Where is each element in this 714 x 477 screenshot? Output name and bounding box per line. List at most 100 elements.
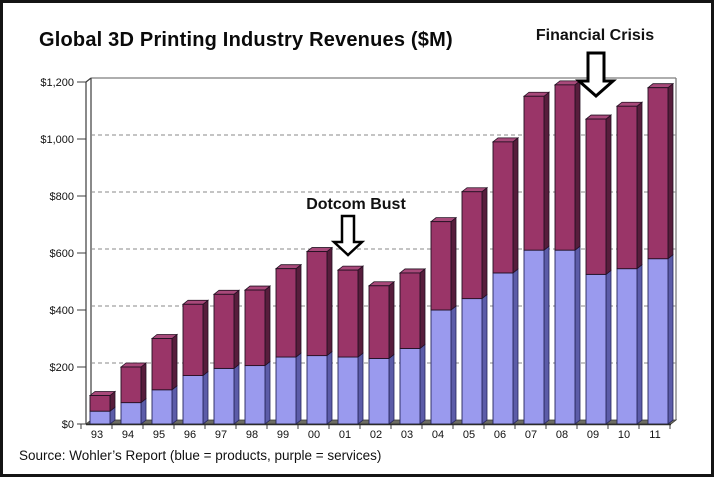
bar-05-services [461,191,483,300]
bar-05-products [461,298,483,425]
bar-99-services-top [274,264,303,270]
bar-97-services-side [233,289,240,370]
bar-99-services [275,268,297,358]
bar-00-services-top [305,247,334,252]
bar-11-services-top [646,83,675,89]
bar-11-products [647,258,669,425]
bar-05-products-side [481,293,488,425]
bar-06-products [492,272,514,425]
bar-03-products-side [419,343,426,425]
x-axis-label: 98 [246,429,258,441]
bar-93-services-top [88,391,117,396]
x-axis-label: 95 [153,429,165,441]
bar-98-services-top [243,285,272,291]
bar-02-services-side [388,280,395,360]
bar-03-products [399,348,421,425]
bar-09-products [585,273,607,425]
bar-98-products-side [264,360,271,425]
bar-95-services-top [150,334,179,339]
bar-10-products-side [636,263,643,425]
bar-94-services [120,366,142,404]
bar-98-services [244,289,266,367]
bar-09-services [585,118,607,275]
down-arrow-icon [330,214,366,257]
chart-title: Global 3D Printing Industry Revenues ($M… [39,29,453,51]
bar-93-services [89,395,111,412]
bar-04-services-top [429,217,458,223]
bar-01-products [337,356,359,425]
bar-03-services-side [419,268,426,350]
bar-06-services-top [491,137,520,143]
bar-95-products-side [171,384,178,425]
bar-94-services-side [140,362,147,404]
bar-11-services-side [667,82,674,260]
bar-11-products-side [667,253,674,425]
annotation-dotcom-bust: Dotcom Bust [306,196,406,213]
bar-97-products-side [233,363,240,425]
bar-93-products [89,410,111,425]
bar-08-products-side [574,245,581,425]
y-axis-label: $400 [50,305,74,317]
x-axis-label: 00 [308,429,320,441]
y-axis-label: $1,000 [40,134,74,146]
bar-00-services [306,251,328,357]
x-axis-label: 06 [494,429,506,441]
bar-95-products [151,389,173,425]
bar-11-services [647,87,669,260]
bar-95-services [151,338,173,391]
bar-96-services-side [202,299,209,377]
y-axis-label: $200 [50,362,74,374]
bar-06-products-side [512,268,519,425]
y-axis-label: $600 [50,248,74,260]
x-axis-label: 04 [432,429,444,441]
bar-10-services-side [636,101,643,270]
bar-10-products [616,268,638,425]
bar-08-services-side [574,80,581,251]
x-axis-label: 07 [525,429,537,441]
bar-00-products [306,355,328,425]
x-axis-label: 99 [277,429,289,441]
x-axis-label: 93 [91,429,103,441]
y-axis-label: $1,200 [40,77,74,89]
bar-96-services-top [181,299,210,305]
bar-01-services-top [336,265,365,271]
bar-02-services [368,285,390,359]
y-axis-label: $0 [62,419,74,431]
bar-02-services-top [367,281,396,287]
bar-98-products [244,365,266,425]
x-axis-label: 97 [215,429,227,441]
bar-99-products [275,356,297,425]
bar-07-products-side [543,245,550,425]
bar-09-products-side [605,269,612,425]
x-axis-label: 03 [401,429,413,441]
x-axis-label: 05 [463,429,475,441]
bar-10-services [616,105,638,270]
down-arrow-icon [575,51,617,99]
bar-04-services [430,221,452,311]
bar-96-products-side [202,370,209,425]
bar-05-services-side [481,186,488,300]
annotation-financial-crisis: Financial Crisis [535,27,655,44]
bar-08-services [554,84,576,251]
source-note: Source: Wohler’s Report (blue = products… [19,448,382,463]
bar-00-products-side [326,350,333,425]
bar-03-services [399,272,421,349]
bar-08-services-top [553,80,582,86]
bar-96-services [182,303,204,376]
bar-02-products-side [388,353,395,425]
y-axis-label: $800 [50,191,74,203]
bar-94-products [120,402,142,425]
x-axis-label: 01 [339,429,351,441]
x-axis-label: 96 [184,429,196,441]
bar-01-services [337,269,359,358]
bar-03-services-top [398,268,427,274]
x-axis-label: 08 [556,429,568,441]
bar-98-services-side [264,285,271,367]
x-axis-label: 09 [587,429,599,441]
bar-95-services-side [171,333,178,391]
bar-04-products [430,309,452,425]
x-axis-label: 11 [649,429,660,441]
bar-97-products [213,367,235,425]
bar-04-services-side [450,216,457,311]
